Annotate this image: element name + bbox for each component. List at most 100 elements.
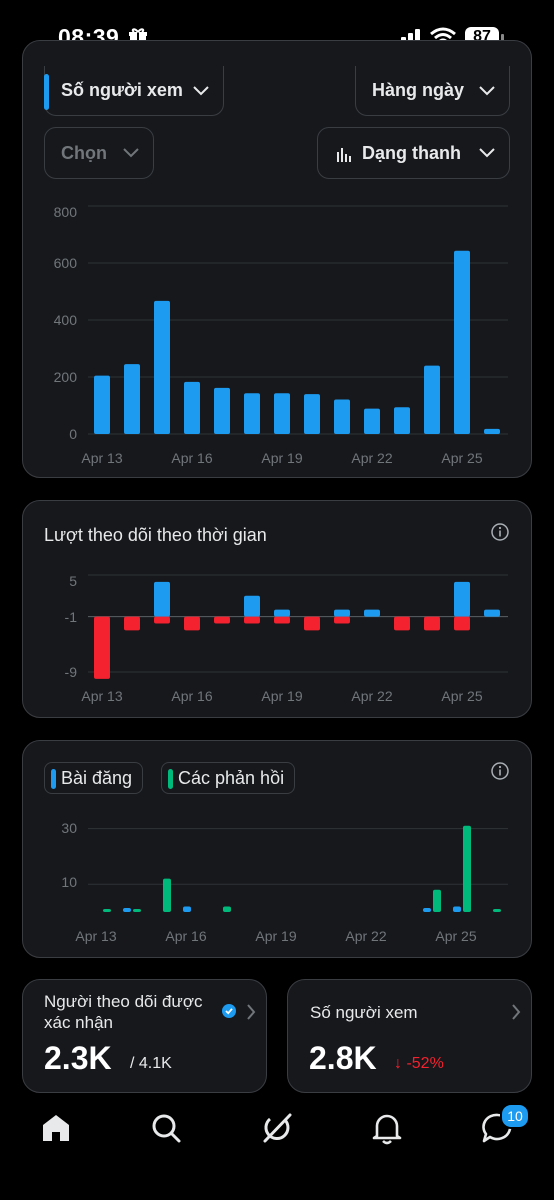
views-bar — [274, 393, 290, 434]
views-bar — [304, 394, 320, 434]
followers-lost-bar — [154, 616, 170, 624]
y-tick-label: 800 — [53, 204, 77, 220]
views-bar — [364, 408, 380, 434]
x-tick-label: Apr 22 — [351, 450, 393, 466]
views-bar — [154, 300, 170, 434]
y-tick-label: -9 — [64, 664, 77, 680]
chart-type-select-label: Dạng thanh — [362, 142, 461, 163]
posts-bar — [123, 908, 131, 912]
x-tick-label: Apr 13 — [75, 928, 117, 944]
replies-bar — [163, 878, 171, 912]
views-bar — [94, 375, 110, 434]
views-bar — [454, 250, 470, 434]
notifications-bell-icon[interactable] — [367, 1108, 407, 1148]
followers-lost-bar — [334, 616, 350, 624]
followers-lost-bar — [304, 616, 320, 631]
messages-badge: 10 — [500, 1103, 530, 1129]
info-icon[interactable] — [491, 762, 509, 780]
views-summary-card[interactable] — [287, 979, 532, 1093]
bottom-navigation — [0, 1098, 554, 1200]
verified-followers-total: / 4.1K — [130, 1055, 172, 1072]
followers-lost-bar — [394, 616, 410, 631]
followers-lost-bar — [184, 616, 200, 631]
verified-followers-label: Người theo dõi được xác nhận — [44, 992, 203, 1032]
replies-bar — [463, 825, 471, 912]
x-tick-label: Apr 16 — [165, 928, 207, 944]
chevron-right-icon[interactable] — [511, 1004, 521, 1020]
views-bar — [124, 364, 140, 434]
period-select[interactable]: Hàng ngày — [355, 66, 510, 116]
y-tick-label: -1 — [64, 609, 77, 625]
followers-gained-bar — [364, 609, 380, 617]
x-tick-label: Apr 13 — [81, 450, 123, 466]
legend-replies-label: Các phản hồi — [178, 767, 285, 788]
verified-followers-card[interactable] — [22, 979, 267, 1093]
period-select-label: Hàng ngày — [372, 80, 465, 100]
y-tick-label: 10 — [61, 874, 77, 890]
followers-gained-bar — [334, 609, 350, 617]
y-tick-label: 5 — [69, 573, 77, 589]
views-summary-change: ↓ -52% — [394, 1055, 444, 1072]
chart-type-select[interactable]: Dạng thanh — [317, 127, 510, 179]
followers-gained-bar — [274, 609, 290, 617]
metric-select-label: Số người xem — [61, 80, 183, 100]
chevron-right-icon[interactable] — [246, 1004, 256, 1020]
views-bar — [244, 393, 260, 434]
posts-replies-chart-card — [22, 740, 532, 958]
views-bar — [214, 387, 230, 434]
x-tick-label: Apr 22 — [345, 928, 387, 944]
followers-lost-bar — [214, 616, 230, 624]
replies-bar — [493, 909, 501, 912]
metric-select[interactable]: Số người xem — [44, 66, 224, 116]
chevron-down-icon — [193, 85, 209, 95]
posts-bar — [453, 906, 461, 912]
compare-select-label: Chọn — [61, 142, 107, 163]
x-tick-label: Apr 19 — [255, 928, 297, 944]
views-bar — [394, 407, 410, 434]
search-icon[interactable] — [146, 1108, 186, 1148]
verified-followers-value: 2.3K — [44, 1040, 112, 1076]
compare-select[interactable]: Chọn — [44, 127, 154, 179]
followers-lost-bar — [124, 616, 140, 631]
legend-posts-label: Bài đăng — [61, 767, 133, 788]
y-tick-label: 0 — [69, 426, 77, 442]
followers-lost-bar — [424, 616, 440, 631]
y-tick-label: 600 — [53, 255, 77, 271]
x-tick-label: Apr 19 — [261, 688, 303, 704]
followers-lost-bar — [94, 616, 110, 679]
legend-posts[interactable]: Bài đăng — [44, 762, 144, 794]
views-summary-label: Số người xem — [310, 1003, 418, 1022]
followers-gained-bar — [244, 595, 260, 617]
x-tick-label: Apr 16 — [171, 450, 213, 466]
y-tick-label: 200 — [53, 369, 77, 385]
followers-gained-bar — [454, 581, 470, 617]
followers-lost-bar — [274, 616, 290, 624]
x-tick-label: Apr 19 — [261, 450, 303, 466]
followers-chart-card — [22, 500, 532, 718]
followers-lost-bar — [454, 616, 470, 631]
x-tick-label: Apr 22 — [351, 688, 393, 704]
x-tick-label: Apr 25 — [441, 688, 483, 704]
x-tick-label: Apr 13 — [81, 688, 123, 704]
views-bar — [484, 428, 500, 434]
views-bar — [424, 365, 440, 434]
legend-replies[interactable]: Các phản hồi — [161, 762, 296, 794]
views-bar — [184, 381, 200, 434]
info-icon[interactable] — [491, 523, 509, 541]
grok-icon[interactable] — [257, 1108, 297, 1148]
posts-bar — [423, 908, 431, 912]
replies-bar — [103, 909, 111, 912]
posts-bar — [183, 906, 191, 912]
x-tick-label: Apr 25 — [441, 450, 483, 466]
y-tick-label: 400 — [53, 312, 77, 328]
followers-gained-bar — [154, 581, 170, 617]
replies-bar — [223, 906, 231, 912]
followers-card-title: Lượt theo dõi theo thời gian — [44, 525, 267, 545]
views-bar — [334, 399, 350, 434]
home-icon[interactable] — [36, 1108, 76, 1148]
followers-lost-bar — [244, 616, 260, 624]
x-tick-label: Apr 25 — [435, 928, 477, 944]
